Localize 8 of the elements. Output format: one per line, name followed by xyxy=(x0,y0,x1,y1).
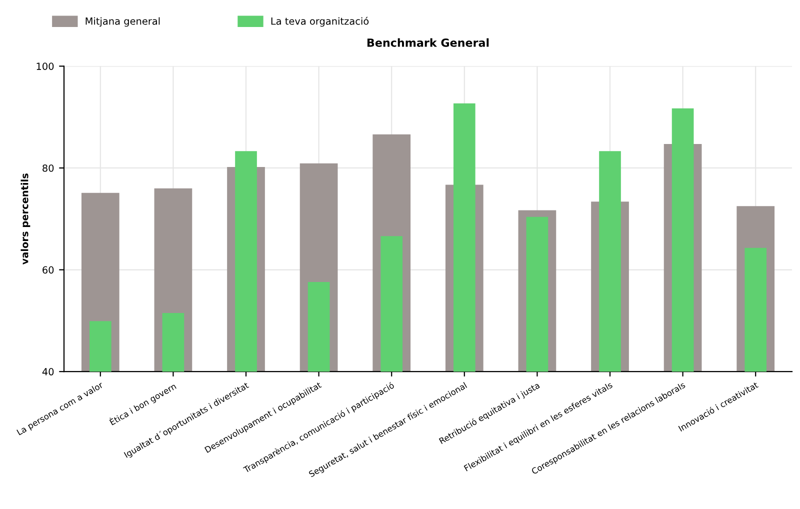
legend-label: La teva organització xyxy=(271,16,369,27)
y-tick-label: 100 xyxy=(36,62,54,70)
chart-title: Benchmark General xyxy=(367,38,489,47)
y-tick-label: 40 xyxy=(42,368,54,376)
y-tick-label: 80 xyxy=(42,164,54,172)
y-tick-label: 60 xyxy=(42,266,54,274)
y-axis-title: valors percentils xyxy=(20,174,30,265)
legend-label: Mitjana general xyxy=(86,17,160,27)
